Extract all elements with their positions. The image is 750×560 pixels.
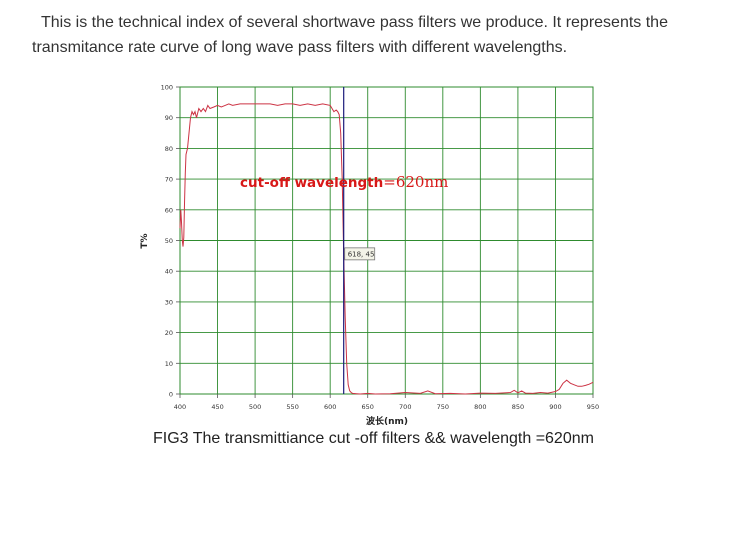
x-tick-label: 750 <box>437 403 449 411</box>
y-tick-label: 60 <box>165 206 173 214</box>
grid-lines <box>176 86 594 398</box>
y-tick-labels: 0 10 20 30 40 50 60 70 80 90 100 <box>161 84 173 399</box>
cursor-readout-box <box>344 247 376 261</box>
x-tick-label: 700 <box>399 403 411 411</box>
cursor-readout: 618, 45 <box>344 247 376 261</box>
x-axis-label: 波长(nm) <box>366 415 408 427</box>
cutoff-annotation: cut-off wavelength=620nm <box>240 173 448 191</box>
y-tick-label: 0 <box>169 391 173 399</box>
x-tick-label: 550 <box>286 403 298 411</box>
y-tick-label: 30 <box>165 298 173 306</box>
figure-caption: FIG3 The transmittiance cut -off filters… <box>153 430 594 447</box>
intro-line-1: This is the technical index of several s… <box>41 14 668 31</box>
y-tick-label: 20 <box>165 329 173 337</box>
cutoff-annotation-label: cut-off wavelength <box>240 175 383 191</box>
x-tick-label: 900 <box>549 403 561 411</box>
x-tick-label: 500 <box>249 403 261 411</box>
y-tick-label: 90 <box>165 114 173 122</box>
y-tick-label: 10 <box>165 360 173 368</box>
x-tick-label: 600 <box>324 403 336 411</box>
x-tick-label: 450 <box>211 403 223 411</box>
x-tick-label: 400 <box>174 403 186 411</box>
y-tick-label: 40 <box>165 268 173 276</box>
y-tick-label: 80 <box>165 145 173 153</box>
intro-line-2: transmitance rate curve of long wave pas… <box>32 39 568 56</box>
x-tick-label: 950 <box>587 403 599 411</box>
y-tick-label: 50 <box>165 237 173 245</box>
y-tick-label: 100 <box>161 84 173 92</box>
x-tick-label: 800 <box>474 403 486 411</box>
cutoff-annotation-value: =620nm <box>383 173 448 191</box>
x-tick-label: 850 <box>512 403 524 411</box>
transmittance-curve <box>179 103 594 395</box>
cursor-readout-label: 618, 45 <box>348 250 375 258</box>
x-tick-label: 650 <box>362 403 374 411</box>
x-tick-labels: 400 450 500 550 600 650 700 750 800 850 900 950 <box>174 403 599 411</box>
y-tick-label: 70 <box>165 176 173 184</box>
intro-paragraph: This is the technical index of several s… <box>32 10 732 60</box>
y-axis-label: T% <box>140 233 150 248</box>
